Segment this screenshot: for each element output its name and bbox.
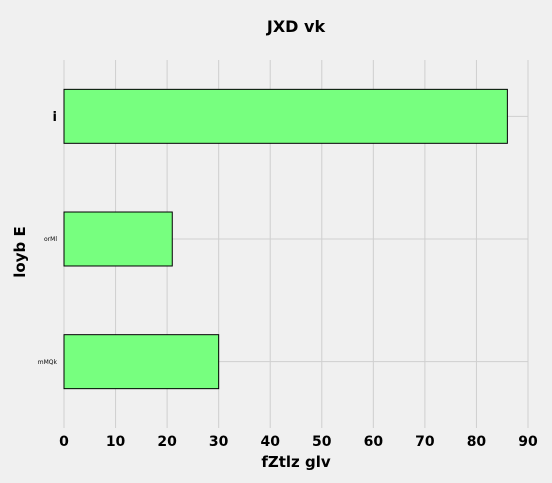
bars [63, 88, 508, 390]
bar-0 [63, 88, 508, 144]
x-tick-label: 70 [415, 434, 435, 450]
x-tick-label: 30 [209, 434, 229, 450]
x-tick-label: 80 [467, 434, 487, 450]
x-axis-label: fZtlz glv [261, 453, 331, 471]
chart-title: JXD vk [266, 17, 326, 36]
bar-1 [63, 211, 173, 267]
x-tick-label: 40 [260, 434, 280, 450]
x-tick-label: 90 [518, 434, 538, 450]
bar-2 [63, 334, 220, 390]
y-tick-label: mMQk [38, 359, 58, 366]
y-tick-labels: i orMl mMQk [38, 110, 58, 366]
x-tick-label: 10 [106, 434, 126, 450]
y-axis-label: loyb E [11, 226, 29, 277]
x-tick-labels: 0 10 20 30 40 50 60 70 80 90 [59, 434, 538, 450]
y-tick-label: i [53, 110, 57, 125]
x-tick-label: 50 [312, 434, 332, 450]
x-tick-label: 0 [59, 434, 69, 450]
y-tick-label: orMl [44, 236, 57, 243]
x-tick-label: 20 [157, 434, 177, 450]
x-tick-label: 60 [364, 434, 384, 450]
